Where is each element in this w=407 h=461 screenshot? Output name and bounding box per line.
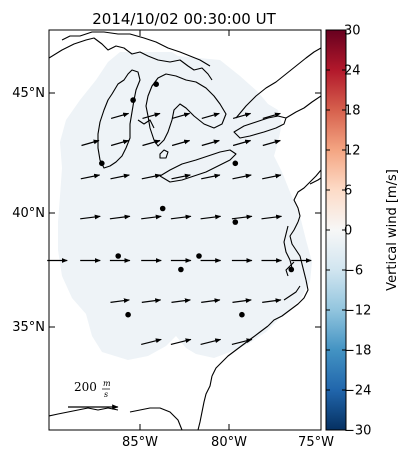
wind-vector-arrow bbox=[201, 173, 221, 180]
wind-vector-arrow bbox=[171, 112, 191, 119]
wind-vector-arrow bbox=[142, 139, 161, 147]
station-marker bbox=[232, 160, 239, 167]
station-marker bbox=[288, 266, 295, 273]
wind-vector-arrow bbox=[81, 139, 100, 147]
wind-vector-arrow bbox=[201, 139, 220, 147]
wind-vector-arrow bbox=[232, 139, 252, 147]
wind-vector-arrow bbox=[232, 173, 252, 180]
colorbar-label: Vertical wind [m/s] bbox=[385, 169, 400, 291]
colorbar-tick-label: −18 bbox=[344, 344, 371, 359]
station-marker bbox=[99, 160, 105, 167]
wind-vector-arrow bbox=[262, 173, 282, 180]
lon-tick-label: 80°W bbox=[211, 435, 247, 450]
wind-vector-arrow bbox=[170, 214, 192, 220]
wind-vector-arrow bbox=[110, 298, 130, 303]
station-marker bbox=[196, 253, 202, 259]
colorbar-tick-label: 0 bbox=[344, 224, 352, 239]
station-markers bbox=[99, 81, 295, 318]
lat-tick-label: 45°N bbox=[12, 86, 45, 101]
station-marker bbox=[115, 253, 121, 259]
map-panel: 200 m s 45°N 40°N 35°N 85°W 80°W 75°W bbox=[12, 29, 334, 450]
reference-label-unit-num: m bbox=[103, 379, 111, 388]
map-tick-marks bbox=[49, 30, 322, 430]
colorbar: 30 24 18 12 6 0 −6 −12 −18 −24 −30 Vertical wind [… bbox=[325, 24, 400, 439]
data-field bbox=[58, 52, 312, 360]
wind-vector-arrow bbox=[141, 338, 162, 345]
station-marker bbox=[125, 311, 131, 318]
wind-vector-arrow bbox=[231, 214, 253, 220]
wind-vector-arrow bbox=[80, 214, 101, 220]
colorbar-tick-label: 12 bbox=[344, 144, 361, 159]
reference-vector: 200 m s bbox=[68, 379, 119, 410]
station-marker bbox=[130, 97, 136, 103]
colorbar-tick-label: −24 bbox=[344, 384, 371, 399]
lat-tick-label: 35°N bbox=[12, 320, 45, 335]
wind-vector-arrow bbox=[141, 214, 162, 220]
wind-vector-arrow bbox=[110, 112, 130, 119]
wind-vector-arrow bbox=[80, 173, 101, 180]
wind-vectors bbox=[47, 112, 312, 345]
wind-vector-arrow bbox=[232, 112, 252, 119]
colorbar-ticks: 30 24 18 12 6 0 −6 −12 −18 −24 −30 bbox=[326, 24, 371, 439]
wind-vector-arrow bbox=[110, 139, 130, 147]
wind-vector-arrow bbox=[170, 338, 192, 345]
wind-vector-arrow bbox=[200, 214, 222, 220]
wind-vector-arrow bbox=[141, 173, 162, 180]
lat-tick-label: 40°N bbox=[12, 206, 45, 221]
colorbar-tick-label: 6 bbox=[344, 184, 352, 199]
wind-vector-arrow bbox=[262, 112, 281, 119]
station-marker bbox=[178, 266, 184, 273]
reference-label-unit-den: s bbox=[104, 390, 108, 399]
wind-vector-arrow bbox=[201, 298, 221, 303]
wind-vector-arrow bbox=[262, 139, 281, 147]
wind-vector-arrow bbox=[201, 112, 220, 119]
station-marker bbox=[239, 311, 245, 318]
wind-vector-arrow bbox=[109, 214, 131, 220]
wind-vector-arrow bbox=[141, 298, 162, 303]
lon-tick-label: 75°W bbox=[298, 435, 334, 450]
colorbar-tick-label: 30 bbox=[344, 24, 361, 39]
wind-vector-arrow bbox=[262, 298, 282, 303]
reference-label-value: 200 bbox=[74, 380, 97, 394]
wind-vector-arrow bbox=[171, 298, 191, 303]
station-marker bbox=[232, 219, 239, 225]
map-frame bbox=[48, 29, 322, 431]
coastlines bbox=[49, 31, 321, 430]
wind-vector-arrow bbox=[110, 173, 130, 180]
wind-vector-arrow bbox=[231, 338, 253, 345]
colorbar-tick-label: 18 bbox=[344, 104, 361, 119]
colorbar-tick-label: −12 bbox=[344, 304, 371, 319]
wind-vector-arrow bbox=[142, 112, 161, 119]
wind-vector-arrow bbox=[171, 173, 191, 180]
lon-tick-label: 85°W bbox=[122, 435, 158, 450]
colorbar-tick-label: −30 bbox=[344, 424, 371, 439]
colorbar-tick-label: −6 bbox=[344, 264, 363, 279]
wind-vector-arrow bbox=[232, 298, 252, 303]
wind-vector-arrow bbox=[261, 214, 283, 220]
wind-vector-arrow bbox=[171, 139, 191, 147]
wind-vector-arrow bbox=[200, 338, 222, 345]
station-marker bbox=[153, 81, 159, 87]
map-title: 2014/10/02 00:30:00 UT bbox=[92, 10, 276, 28]
colorbar-tick-label: 24 bbox=[344, 64, 361, 79]
station-marker bbox=[159, 205, 166, 212]
